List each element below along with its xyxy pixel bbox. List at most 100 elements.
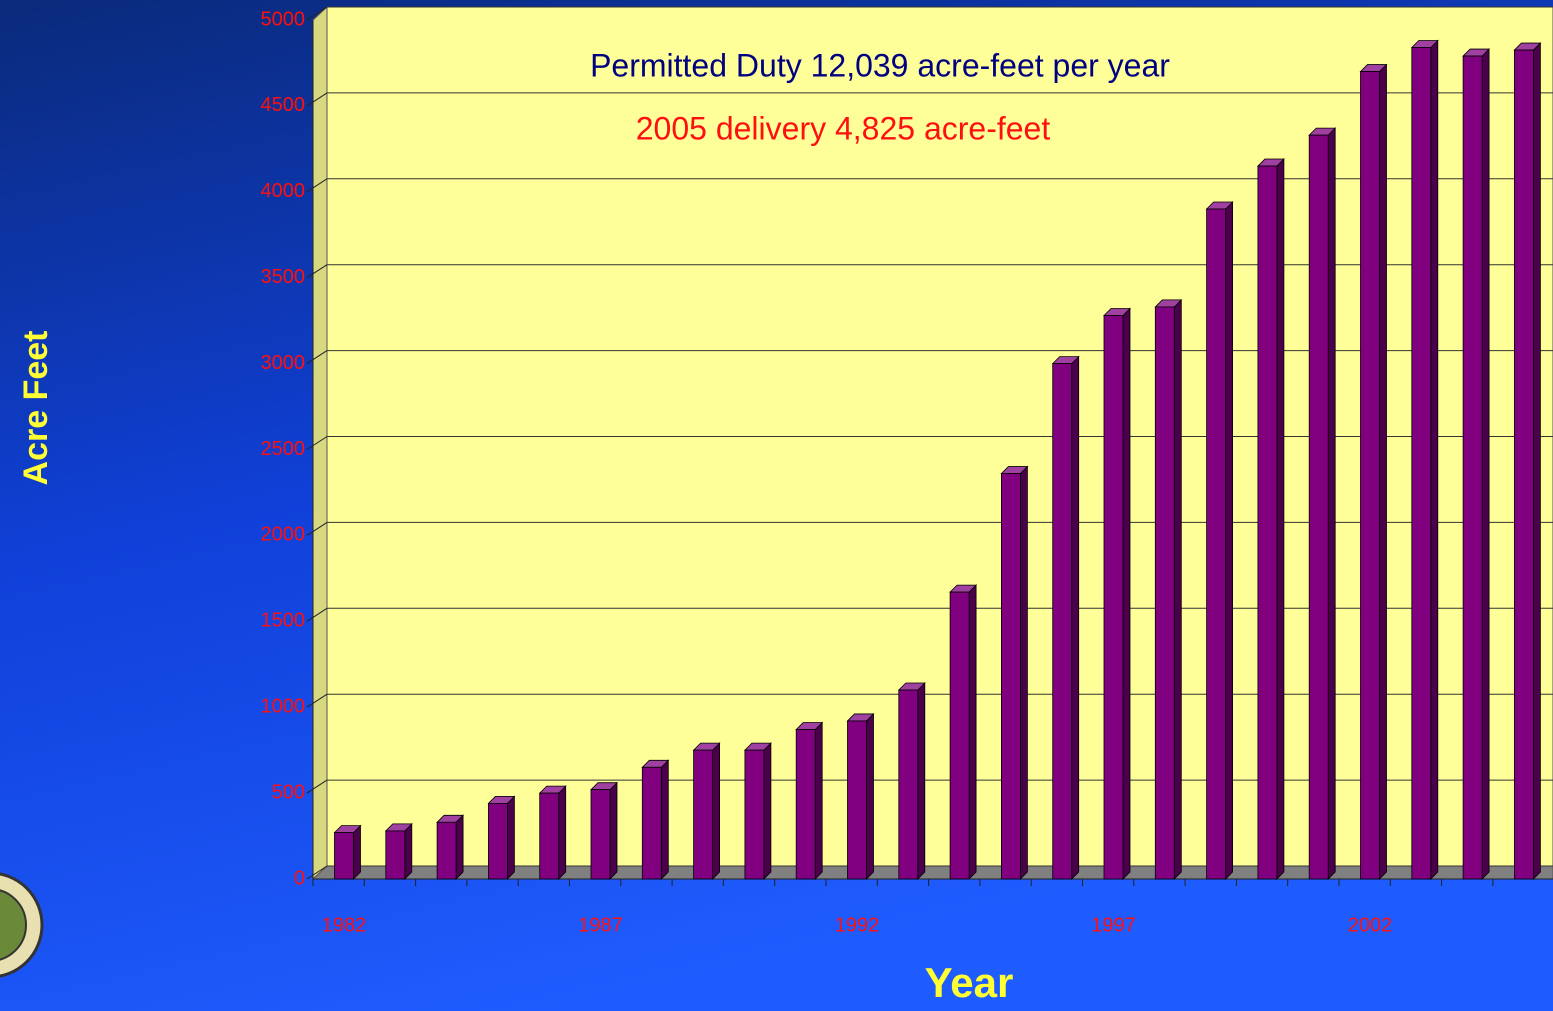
bar <box>1308 127 1337 880</box>
y-tick-label: 5000 <box>261 8 306 30</box>
bar <box>1410 39 1439 880</box>
bar-front <box>385 830 406 880</box>
bar-front <box>949 591 970 880</box>
bar-side <box>609 781 618 880</box>
bar-side <box>1276 158 1285 880</box>
y-tick <box>306 92 328 107</box>
left-wall <box>312 5 328 881</box>
bar-side <box>917 682 926 880</box>
y-tick <box>306 779 328 794</box>
y-tick-label: 500 <box>272 781 305 803</box>
bar-front <box>641 766 662 880</box>
y-tick-label: 2500 <box>261 438 306 460</box>
y-tick-label: 4000 <box>261 180 306 202</box>
annotation: 2005 delivery 4,825 acre-feet <box>636 110 1051 146</box>
bar <box>1000 465 1029 880</box>
bar <box>641 759 670 880</box>
bar-side <box>968 584 977 880</box>
bar-front <box>1206 208 1226 880</box>
x-tick-label: 1987 <box>578 914 623 936</box>
y-tick-label: 3000 <box>261 352 306 374</box>
bar <box>1513 42 1542 880</box>
bar <box>846 712 875 880</box>
bar-side <box>1327 127 1336 880</box>
y-tick <box>306 521 328 536</box>
bar-side <box>1020 465 1028 880</box>
x-tick-label: 1992 <box>835 914 880 936</box>
bar-side <box>1225 201 1233 880</box>
bar-side <box>763 742 772 880</box>
bar <box>384 822 413 880</box>
bar-front <box>1308 134 1329 880</box>
y-axis-label: Acre Feet <box>17 331 55 486</box>
bar-front <box>898 689 919 880</box>
y-tick <box>306 436 328 450</box>
bar <box>692 742 721 880</box>
y-tick-label: 3500 <box>261 266 306 288</box>
bar-front <box>1462 55 1483 880</box>
bar-front <box>590 789 611 880</box>
bar-side <box>558 785 567 880</box>
y-tick <box>306 178 328 193</box>
bar <box>1462 48 1491 880</box>
bar <box>590 781 618 880</box>
bar-front <box>795 729 816 880</box>
bar-side <box>1122 307 1131 880</box>
bar-front <box>436 821 457 880</box>
bar-front <box>744 749 765 880</box>
bar-front <box>693 749 713 880</box>
bar-side <box>712 742 720 880</box>
bar-side <box>1071 355 1080 880</box>
bar <box>538 785 567 880</box>
bar <box>1359 63 1388 880</box>
bar-front <box>1257 165 1278 880</box>
y-tick <box>306 865 328 880</box>
bar-side <box>660 759 669 880</box>
bar-front <box>1514 49 1534 880</box>
x-tick-label: 2002 <box>1348 914 1393 936</box>
bar <box>487 795 516 880</box>
bar-side <box>866 712 874 880</box>
bar-side <box>1379 63 1387 880</box>
y-tick <box>306 350 328 365</box>
bar-side <box>1173 298 1182 880</box>
y-tick-label: 0 <box>294 867 305 889</box>
bar <box>743 742 772 880</box>
y-tick-label: 4500 <box>261 94 306 116</box>
bar-front <box>334 832 354 880</box>
bar <box>1051 355 1080 880</box>
bar <box>1205 201 1234 880</box>
bar-front <box>847 720 867 880</box>
plot: 0 500 1000 1500 2000 2500 3000 3500 4000 4500 5000… <box>261 5 1553 936</box>
bar-side <box>455 814 464 880</box>
bar <box>1103 307 1131 880</box>
annotation: Permitted Duty 12,039 acre-feet per year <box>590 47 1170 83</box>
logo <box>0 872 44 978</box>
bar-side <box>1533 42 1541 880</box>
bar-front <box>1001 473 1021 880</box>
bar-front <box>1154 306 1175 880</box>
bar <box>949 584 978 880</box>
x-tick-label: 1997 <box>1091 914 1136 936</box>
y-tick <box>306 264 328 279</box>
bar-side <box>404 822 413 880</box>
bar-side <box>814 721 823 880</box>
bar <box>1256 158 1285 880</box>
bar-side <box>1430 39 1439 880</box>
bar <box>897 682 926 880</box>
bar-front <box>1103 315 1124 880</box>
y-tick <box>306 6 328 21</box>
bar-side <box>353 824 361 880</box>
y-tick <box>306 607 328 622</box>
bar <box>333 824 362 880</box>
bar-side <box>1481 48 1490 880</box>
bar-front <box>487 803 508 880</box>
bar <box>1154 298 1183 880</box>
bar-front <box>1411 47 1432 880</box>
x-tick-label: 1982 <box>322 914 367 936</box>
y-tick-label: 1000 <box>261 695 306 717</box>
bar-front <box>1052 363 1073 880</box>
y-tick <box>306 693 328 708</box>
bar <box>436 814 465 880</box>
